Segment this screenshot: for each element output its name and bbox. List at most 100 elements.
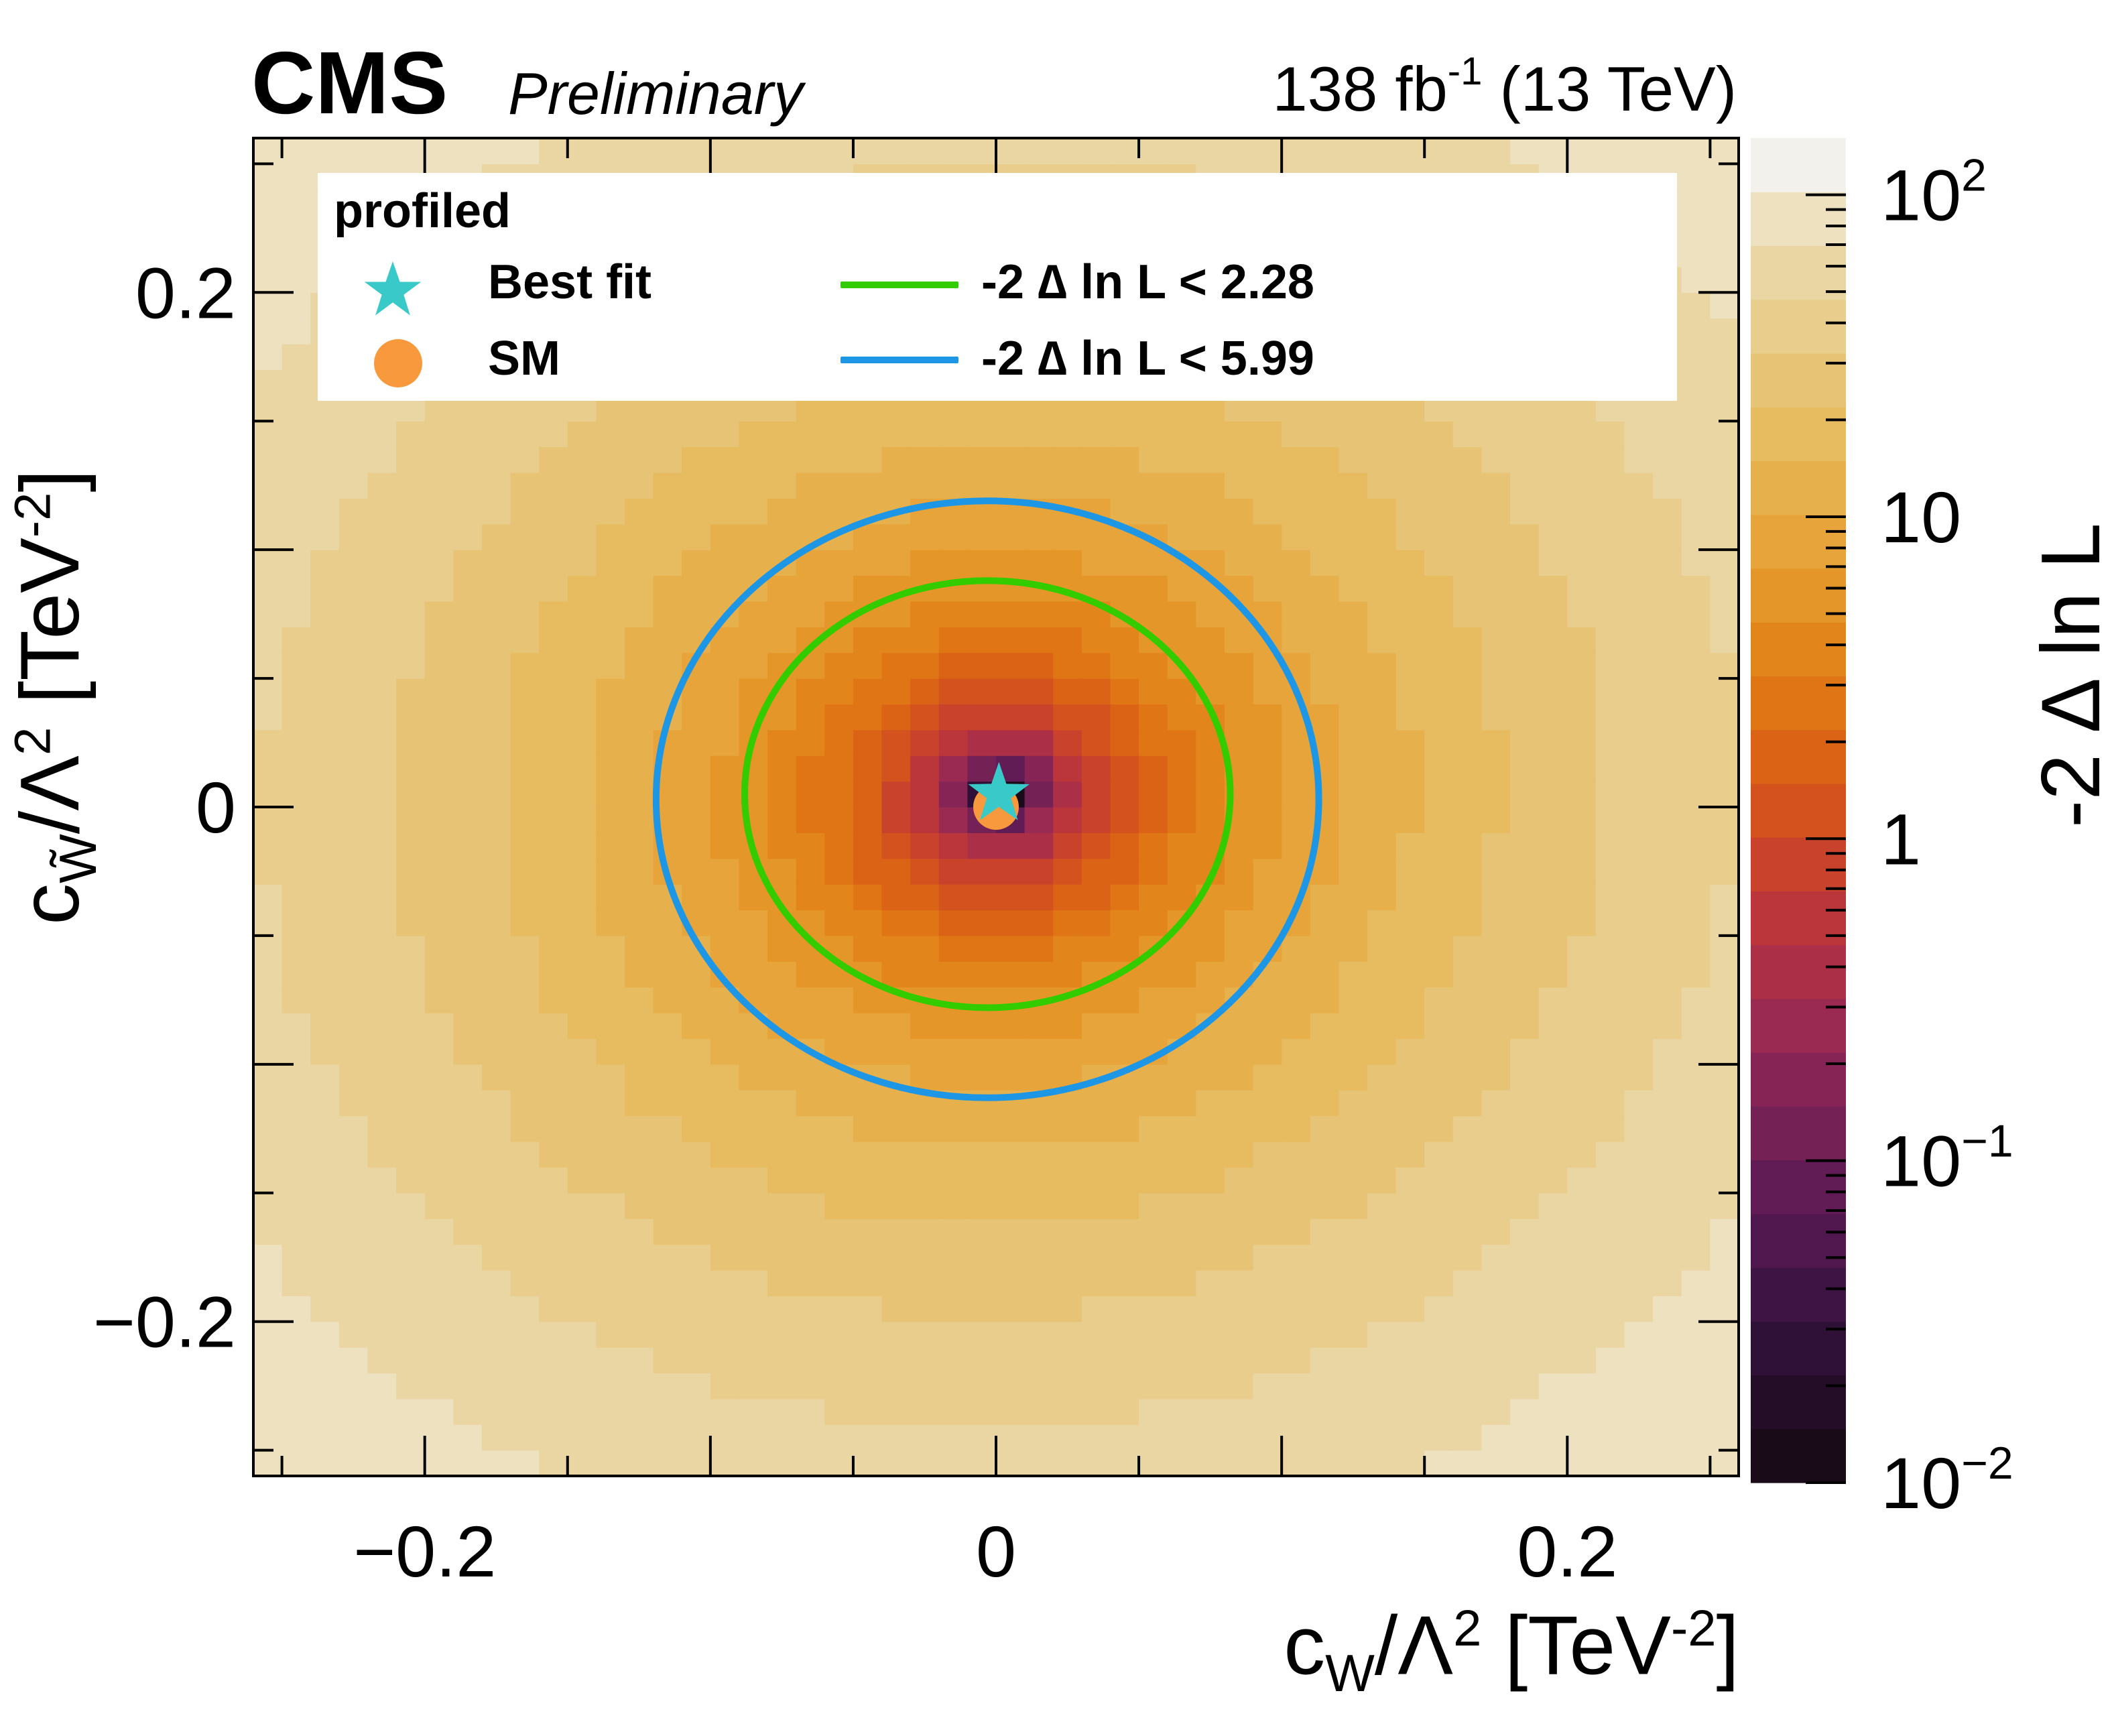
heatmap-bin <box>1681 266 1711 293</box>
heatmap-bin <box>253 1373 283 1400</box>
heatmap-bin <box>539 1013 568 1040</box>
colorbar-band <box>1751 299 1846 354</box>
heatmap-bin <box>1139 755 1168 782</box>
heatmap-bin <box>1538 1013 1568 1040</box>
heatmap-bin <box>824 781 854 808</box>
heatmap-bin <box>539 1244 568 1271</box>
heatmap-bin <box>1710 1192 1739 1219</box>
heatmap-bin <box>539 832 568 859</box>
heatmap-bin <box>881 910 911 936</box>
heatmap-bin <box>338 627 369 654</box>
heatmap-bin <box>910 1296 940 1322</box>
heatmap-bin <box>625 1244 654 1271</box>
x-tick-label: 0 <box>976 1511 1016 1592</box>
heatmap-bin <box>1024 523 1054 550</box>
heatmap-bin <box>1538 1269 1568 1296</box>
heatmap-bin <box>1282 601 1311 627</box>
heatmap-bin <box>824 910 854 936</box>
heatmap-bin <box>1081 1090 1111 1117</box>
heatmap-bin <box>481 704 511 731</box>
heatmap-bin <box>938 1296 968 1322</box>
heatmap-bin <box>567 1244 597 1271</box>
heatmap-bin <box>510 1373 540 1400</box>
heatmap-bin <box>253 1347 283 1374</box>
heatmap-bin <box>881 1424 911 1451</box>
heatmap-bin <box>567 987 597 1013</box>
heatmap-bin <box>510 858 540 885</box>
heatmap-bin <box>1595 1090 1625 1117</box>
heatmap-bin <box>310 1450 340 1477</box>
heatmap-bin <box>1310 1244 1339 1271</box>
heatmap-bin <box>682 704 711 731</box>
heatmap-bin <box>1624 1038 1654 1065</box>
heatmap-bin <box>539 627 568 654</box>
heatmap-bin <box>510 704 540 731</box>
heatmap-bin <box>710 1038 740 1065</box>
heatmap-bin <box>1710 1090 1739 1117</box>
heatmap-bin <box>1510 910 1540 936</box>
heatmap-bin <box>1452 935 1483 962</box>
heatmap-bin <box>310 1296 340 1322</box>
heatmap-bin <box>1367 1321 1397 1348</box>
heatmap-bin <box>1024 1141 1054 1168</box>
heatmap-bin <box>910 1424 940 1451</box>
heatmap-bin <box>424 1038 454 1065</box>
heatmap-bin <box>567 498 597 525</box>
heatmap-bin <box>1053 1373 1082 1400</box>
heatmap-bin <box>1310 550 1339 576</box>
heatmap-bin <box>481 421 511 448</box>
heatmap-bin <box>1624 1269 1654 1296</box>
heatmap-bin <box>1481 1013 1511 1040</box>
heatmap-bin <box>1681 241 1711 267</box>
heatmap-bin <box>710 473 740 499</box>
heatmap-bin <box>739 1192 768 1219</box>
heatmap-bin <box>653 473 682 499</box>
heatmap-bin <box>1452 1219 1483 1245</box>
heatmap-bin <box>1424 421 1454 448</box>
heatmap-bin <box>1567 1219 1597 1245</box>
heatmap-bin <box>1510 601 1540 627</box>
heatmap-bin <box>625 138 654 164</box>
heatmap-bin <box>282 858 311 885</box>
heatmap-bin <box>567 781 597 808</box>
heatmap-bin <box>710 1373 740 1400</box>
heatmap-bin <box>853 1321 883 1348</box>
heatmap-bin <box>1452 575 1483 602</box>
heatmap-bin <box>1339 575 1368 602</box>
heatmap-bin <box>596 807 625 833</box>
lumi-exponent: -1 <box>1447 50 1483 93</box>
heatmap-bin <box>1282 446 1311 473</box>
heatmap-bin <box>367 1321 397 1348</box>
heatmap-bin <box>253 1013 283 1040</box>
heatmap-bin <box>1567 1424 1597 1451</box>
heatmap-bin <box>682 498 711 525</box>
heatmap-bin <box>1481 575 1511 602</box>
heatmap-bin <box>767 1296 797 1322</box>
heatmap-bin <box>1310 935 1339 962</box>
heatmap-bin <box>1224 1424 1254 1451</box>
heatmap-bin <box>938 550 968 576</box>
heatmap-bin <box>1339 1167 1368 1194</box>
heatmap-bin <box>682 678 711 705</box>
heatmap-bin <box>1024 910 1054 936</box>
heatmap-bin <box>739 1424 768 1451</box>
heatmap-bin <box>1367 987 1397 1013</box>
heatmap-bin <box>1681 781 1711 808</box>
heatmap-bin <box>1053 858 1082 885</box>
y-title-close: ] <box>4 469 97 493</box>
heatmap-bin <box>996 704 1026 731</box>
heatmap-bin <box>824 550 854 576</box>
heatmap-bin <box>653 575 682 602</box>
heatmap-bin <box>310 421 340 448</box>
heatmap-bin <box>710 858 740 885</box>
heatmap-bin <box>682 1219 711 1245</box>
heatmap-bin <box>1710 1064 1739 1091</box>
heatmap-bin <box>1510 627 1540 654</box>
heatmap-bin <box>1624 704 1654 731</box>
heatmap-bin <box>1595 781 1625 808</box>
heatmap-bin <box>1481 1347 1511 1374</box>
heatmap-bin <box>796 832 825 859</box>
heatmap-bin <box>938 1269 968 1296</box>
heatmap-bin <box>910 935 940 962</box>
heatmap-bin <box>1053 523 1082 550</box>
